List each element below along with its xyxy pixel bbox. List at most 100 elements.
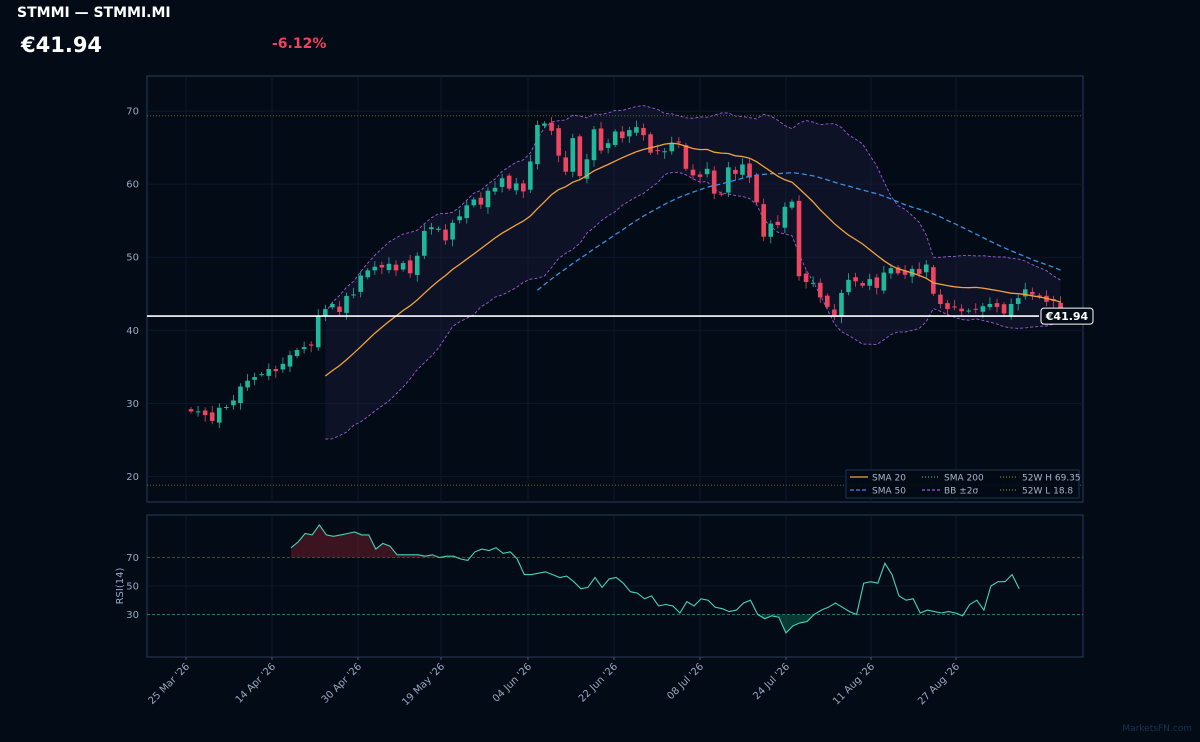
candle-body [294,350,300,357]
candle-body [718,193,724,195]
candle-body [330,303,335,308]
candle-body [860,283,865,286]
candle-body [358,275,363,292]
candle-body [457,216,462,221]
candle-body [634,127,639,133]
candle-body [754,174,759,203]
candle-body [287,355,293,367]
candle-body [747,163,752,178]
candle-body [231,400,236,406]
candle-body [535,124,540,165]
y-tick-label: 30 [126,399,139,410]
x-tick-label: 24 Jul '26 [751,661,792,702]
candle-body [266,369,272,376]
candle-body [1022,289,1028,297]
candle-body [945,303,950,310]
x-tick-label: 19 May '26 [400,661,447,708]
price-change: -6.12% [272,36,327,52]
candle-body [400,263,406,270]
candle-body [1008,303,1014,316]
last-price-label: €41.94 [1045,310,1089,323]
bollinger-lower-line [325,171,1061,440]
legend-entry: SMA 20 [872,474,906,484]
candle-body [697,174,703,177]
current-price: €41.94 [21,33,103,57]
candle-body [273,369,279,372]
x-tick-label: 04 Jun '26 [491,661,534,704]
candle-body [485,190,491,208]
candle-body [761,204,766,237]
candle-body [577,136,583,177]
candle-body [789,201,795,208]
candle-body [542,123,547,126]
x-tick-label: 08 Jul '26 [665,661,706,702]
candle-body [916,268,922,275]
candle-body [372,266,378,271]
candle-body [966,310,971,312]
candle-body [655,150,660,152]
candle-body [259,374,264,376]
candle-body [810,282,816,284]
candle-body [711,170,717,194]
y-tick-label: 50 [126,253,139,264]
watermark: MarketsFN.com [1122,724,1192,734]
candle-body [323,309,328,316]
legend-entry: SMA 200 [944,474,984,484]
candle-body [188,409,194,412]
candle-body [492,187,498,192]
candle-body [782,206,788,228]
candle-body [641,128,646,136]
candle-body [923,264,929,273]
candle-body [874,277,880,288]
candle-body [683,145,689,169]
y-tick-label: 60 [126,180,139,191]
candle-body [839,293,844,317]
candle-body [209,412,215,421]
rsi-y-tick-label: 70 [126,553,139,564]
candle-body [450,222,455,240]
candles [188,117,1063,429]
sma50-line [536,172,1061,291]
candle-body [429,227,434,230]
x-tick-label: 14 Apr '26 [234,661,278,705]
candle-body [662,151,667,153]
x-tick-label: 11 Aug '26 [831,661,877,707]
candle-body [499,178,505,187]
candle-body [1037,295,1042,297]
candle-body [952,306,957,308]
candle-body [605,143,611,148]
candle-body [407,260,413,274]
candle-body [853,277,858,282]
candle-body [422,230,427,256]
candle-body [931,267,936,294]
candle-body [994,303,1000,307]
candle-body [627,130,632,137]
candle-body [393,264,399,271]
candle-body [520,183,526,192]
candle-body [308,344,314,346]
rsi-y-tick-label: 50 [126,582,139,593]
candle-body [245,380,250,388]
candle-body [365,270,371,278]
x-tick-label: 22 Jun '26 [577,661,620,704]
x-tick-label: 25 Mar '26 [147,661,193,707]
candle-body [513,183,519,191]
candle-body [443,229,448,241]
candle-body [690,169,696,176]
legend-entry: 52W H 69.35 [1022,474,1081,484]
rsi-axis-label: RSI(14) [115,568,126,605]
candle-body [959,308,964,312]
candle-body [315,315,321,348]
legend-box [845,469,1080,499]
candle-body [252,377,257,380]
candle-body [379,264,385,268]
candle-body [528,161,533,190]
candle-body [549,122,554,131]
candle-body [224,407,229,409]
candle-body [832,309,837,316]
candle-body [337,306,342,313]
candle-body [796,200,802,277]
candle-body [775,221,781,226]
candle-body [612,131,618,145]
